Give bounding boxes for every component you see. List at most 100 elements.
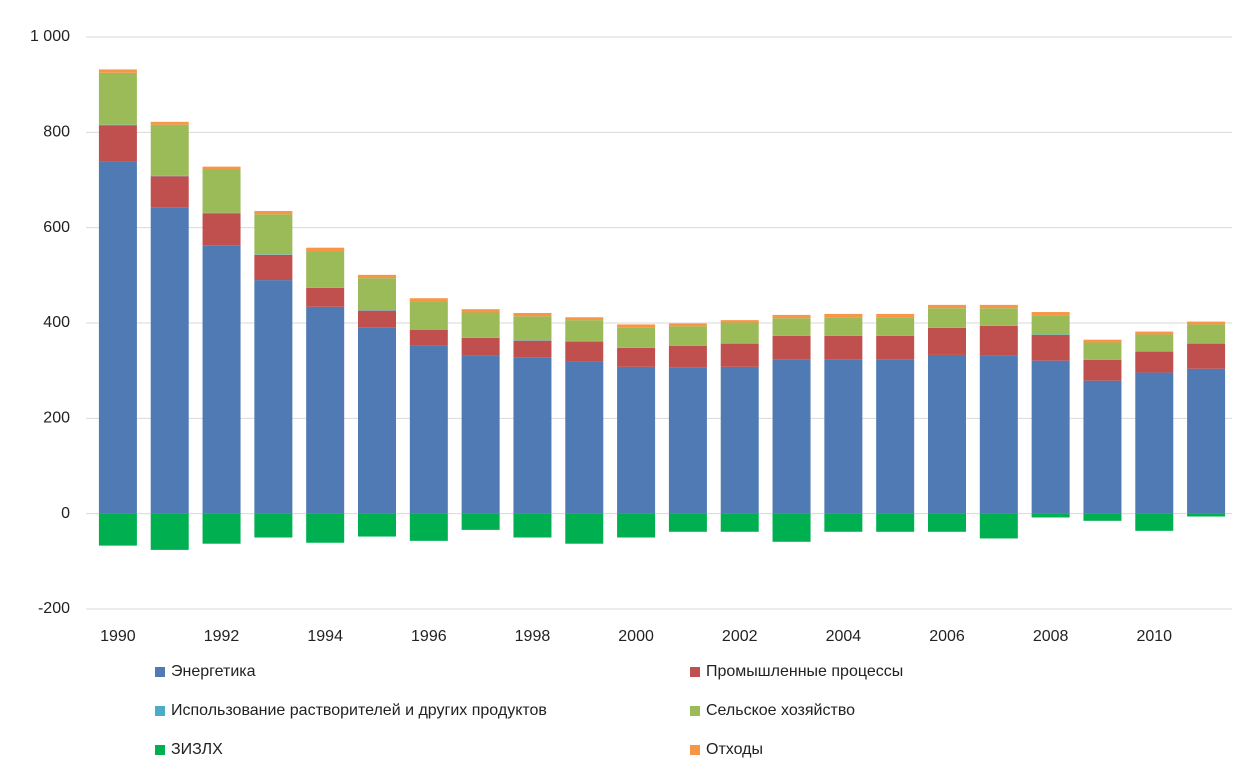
bar-segment xyxy=(876,336,914,360)
y-tick-label: 400 xyxy=(43,314,70,331)
bar-segment xyxy=(203,514,241,544)
bar-segment xyxy=(928,308,966,327)
y-tick-label: 200 xyxy=(43,410,70,427)
bar-segment xyxy=(980,308,1018,325)
bar-segment xyxy=(669,326,707,345)
bar-segment xyxy=(99,69,137,72)
bar-segment xyxy=(617,327,655,347)
bar-segment xyxy=(980,514,1018,539)
x-tick-label: 2008 xyxy=(1033,628,1069,645)
bar-segment xyxy=(203,246,241,514)
bar-segment xyxy=(565,320,603,341)
y-tick-label: 800 xyxy=(43,124,70,141)
bar-segment xyxy=(824,314,862,317)
bar-segment xyxy=(669,346,707,368)
bar-segment xyxy=(773,315,811,318)
bar-segment xyxy=(513,313,551,316)
bar-segment xyxy=(1032,315,1070,334)
bar-segment xyxy=(773,360,811,514)
bar-segment xyxy=(410,302,448,330)
bar-segment xyxy=(254,214,292,254)
bar-segment xyxy=(773,514,811,542)
bar-segment xyxy=(306,248,344,252)
x-tick-label: 2006 xyxy=(929,628,965,645)
bar-segment xyxy=(1032,361,1070,514)
bar-segment xyxy=(1083,343,1121,360)
bar-segment xyxy=(306,252,344,288)
bar-segment xyxy=(773,318,811,335)
bar-segment xyxy=(462,309,500,312)
bar-segment xyxy=(876,317,914,335)
bar-segment xyxy=(513,514,551,538)
bar-segment xyxy=(462,313,500,338)
bar-segment xyxy=(876,514,914,532)
bar-segment xyxy=(1135,514,1173,531)
bar-segment xyxy=(721,320,759,322)
bar-segment xyxy=(410,514,448,541)
bar-segment xyxy=(410,298,448,301)
bar-segment xyxy=(410,330,448,346)
legend-label: Использование растворителей и других про… xyxy=(171,702,547,719)
legend-swatch xyxy=(690,745,700,755)
bar-segment xyxy=(306,514,344,543)
bar-segment xyxy=(721,344,759,367)
x-tick-label: 1994 xyxy=(307,628,343,645)
bar-segment xyxy=(1135,334,1173,351)
legend-label: Энергетика xyxy=(171,663,256,680)
bar-segment xyxy=(565,362,603,514)
legend-swatch xyxy=(155,667,165,677)
x-tick-label: 1998 xyxy=(515,628,551,645)
bar-segment xyxy=(824,317,862,335)
legend-swatch xyxy=(155,745,165,755)
bar-segment xyxy=(1187,344,1225,369)
x-tick-label: 1990 xyxy=(100,628,136,645)
bar-segment xyxy=(565,514,603,544)
bar-segment xyxy=(254,211,292,214)
bar-segment xyxy=(669,514,707,532)
bar-segment xyxy=(1083,340,1121,343)
bar-segment xyxy=(151,122,189,125)
bar-segment xyxy=(824,336,862,360)
bar-segment xyxy=(410,346,448,514)
bar-segment xyxy=(1083,360,1121,381)
bar-segment xyxy=(306,307,344,514)
bar-segment xyxy=(1187,369,1225,514)
legend-swatch xyxy=(690,667,700,677)
bar-segment xyxy=(617,514,655,538)
bar-segment xyxy=(721,514,759,532)
bar-segment xyxy=(980,305,1018,308)
bar-segment xyxy=(1032,514,1070,518)
bar-segment xyxy=(513,316,551,340)
bar-segment xyxy=(358,275,396,278)
bar-segment xyxy=(254,255,292,280)
bar-segment xyxy=(980,356,1018,514)
bar-segment xyxy=(1135,332,1173,335)
bar-segment xyxy=(1135,352,1173,373)
bar-segment xyxy=(462,338,500,356)
y-tick-label: 600 xyxy=(43,219,70,236)
bar-segment xyxy=(1187,324,1225,343)
bar-segment xyxy=(254,514,292,538)
bar-segment xyxy=(1083,514,1121,521)
bar-segment xyxy=(513,358,551,514)
legend-swatch xyxy=(690,706,700,716)
bar-segment xyxy=(928,355,966,514)
bar-segment xyxy=(824,360,862,514)
bar-segment xyxy=(669,368,707,514)
bar-segment xyxy=(151,176,189,207)
bar-segment xyxy=(99,162,137,514)
bar-segment xyxy=(928,514,966,532)
bar-segment xyxy=(669,323,707,326)
y-tick-label: -200 xyxy=(38,600,70,617)
bar-segment xyxy=(203,170,241,213)
bar-segment xyxy=(565,317,603,320)
bar-segment xyxy=(151,207,189,513)
x-tick-label: 2002 xyxy=(722,628,758,645)
bar-segment xyxy=(617,348,655,367)
bar-segment xyxy=(99,125,137,162)
bar-segment xyxy=(254,280,292,514)
bar-segment xyxy=(99,73,137,125)
x-tick-label: 2000 xyxy=(618,628,654,645)
bar-segment xyxy=(876,314,914,317)
bar-segment xyxy=(462,356,500,514)
